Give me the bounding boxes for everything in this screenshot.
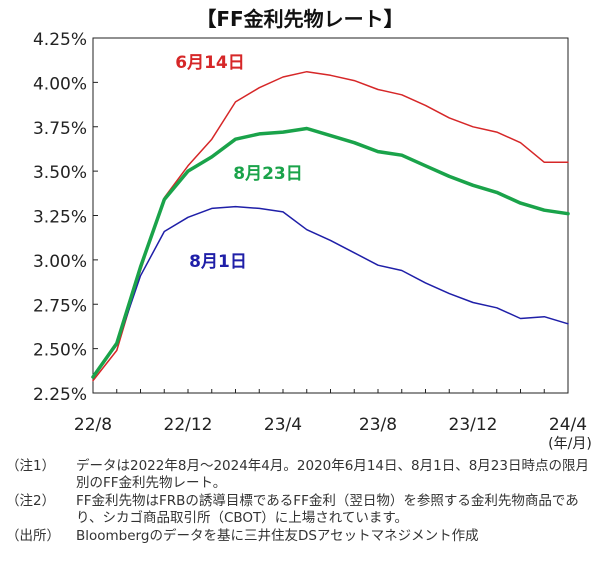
y-tick-label: 3.50% — [33, 163, 87, 183]
series-label-aug01: 8月1日 — [189, 252, 247, 272]
y-tick-label: 4.00% — [33, 74, 87, 94]
note-source-text: Bloombergのデータを基に三井住友DSアセットマネジメント作成 — [76, 528, 479, 544]
series-label-jun14: 6月14日 — [175, 53, 245, 73]
plot-area-frame — [92, 37, 569, 394]
x-tick-label: 23/8 — [359, 415, 397, 435]
series-label-aug23: 8月23日 — [233, 164, 303, 184]
y-tick-label: 3.25% — [33, 208, 87, 228]
x-unit-label: (年/月) — [548, 436, 592, 452]
line-chart: 4.25% 4.00% 3.75% 3.50% 3.25% 3.00% 2.75% 2.50%… — [33, 30, 592, 452]
note-source: （出所） Bloombergのデータを基に三井住友DSアセットマネジメント作成 — [6, 528, 596, 545]
x-tick-label: 24/4 — [549, 415, 587, 435]
x-tick-label: 22/8 — [74, 415, 112, 435]
chart-title: 【FF金利先物レート】 — [196, 7, 404, 31]
series-aug01-line — [92, 205, 569, 378]
y-tick-label: 3.00% — [33, 252, 87, 272]
x-tick-label: 23/12 — [449, 415, 498, 435]
note-source-label: （出所） — [6, 528, 60, 544]
y-tick-label: 3.75% — [33, 119, 87, 139]
note-2-text: FF金利先物はFRBの誘導目標であるFF金利（翌日物）を参照する金利先物商品であ… — [76, 493, 579, 526]
series-jun14-line — [92, 70, 569, 382]
note-2: （注2） FF金利先物はFRBの誘導目標であるFF金利（翌日物）を参照する金利先… — [6, 493, 596, 527]
y-tick-label: 2.25% — [33, 385, 87, 405]
x-tick-label: 22/12 — [164, 415, 213, 435]
note-1-text: データは2022年8月～2024年4月。2020年6月14日、8月1日、8月23… — [76, 458, 589, 491]
y-tick-label: 2.50% — [33, 341, 87, 361]
notes: （注1） データは2022年8月～2024年4月。2020年6月14日、8月1日… — [6, 458, 596, 546]
y-tick-label: 2.75% — [33, 296, 87, 316]
y-tick-label: 4.25% — [33, 30, 87, 50]
note-2-label: （注2） — [6, 493, 56, 509]
series-layer — [91, 70, 570, 382]
note-1-label: （注1） — [6, 458, 56, 474]
series-aug23-line — [91, 126, 570, 379]
y-axis: 4.25% 4.00% 3.75% 3.50% 3.25% 3.00% 2.75% 2.50%… — [33, 30, 98, 405]
note-1: （注1） データは2022年8月～2024年4月。2020年6月14日、8月1日… — [6, 458, 596, 492]
x-axis: 22/8 22/12 23/4 23/8 23/12 24/4 — [74, 389, 587, 435]
x-tick-label: 23/4 — [264, 415, 302, 435]
series-labels: 6月14日 8月1日 8月23日 — [175, 53, 303, 272]
